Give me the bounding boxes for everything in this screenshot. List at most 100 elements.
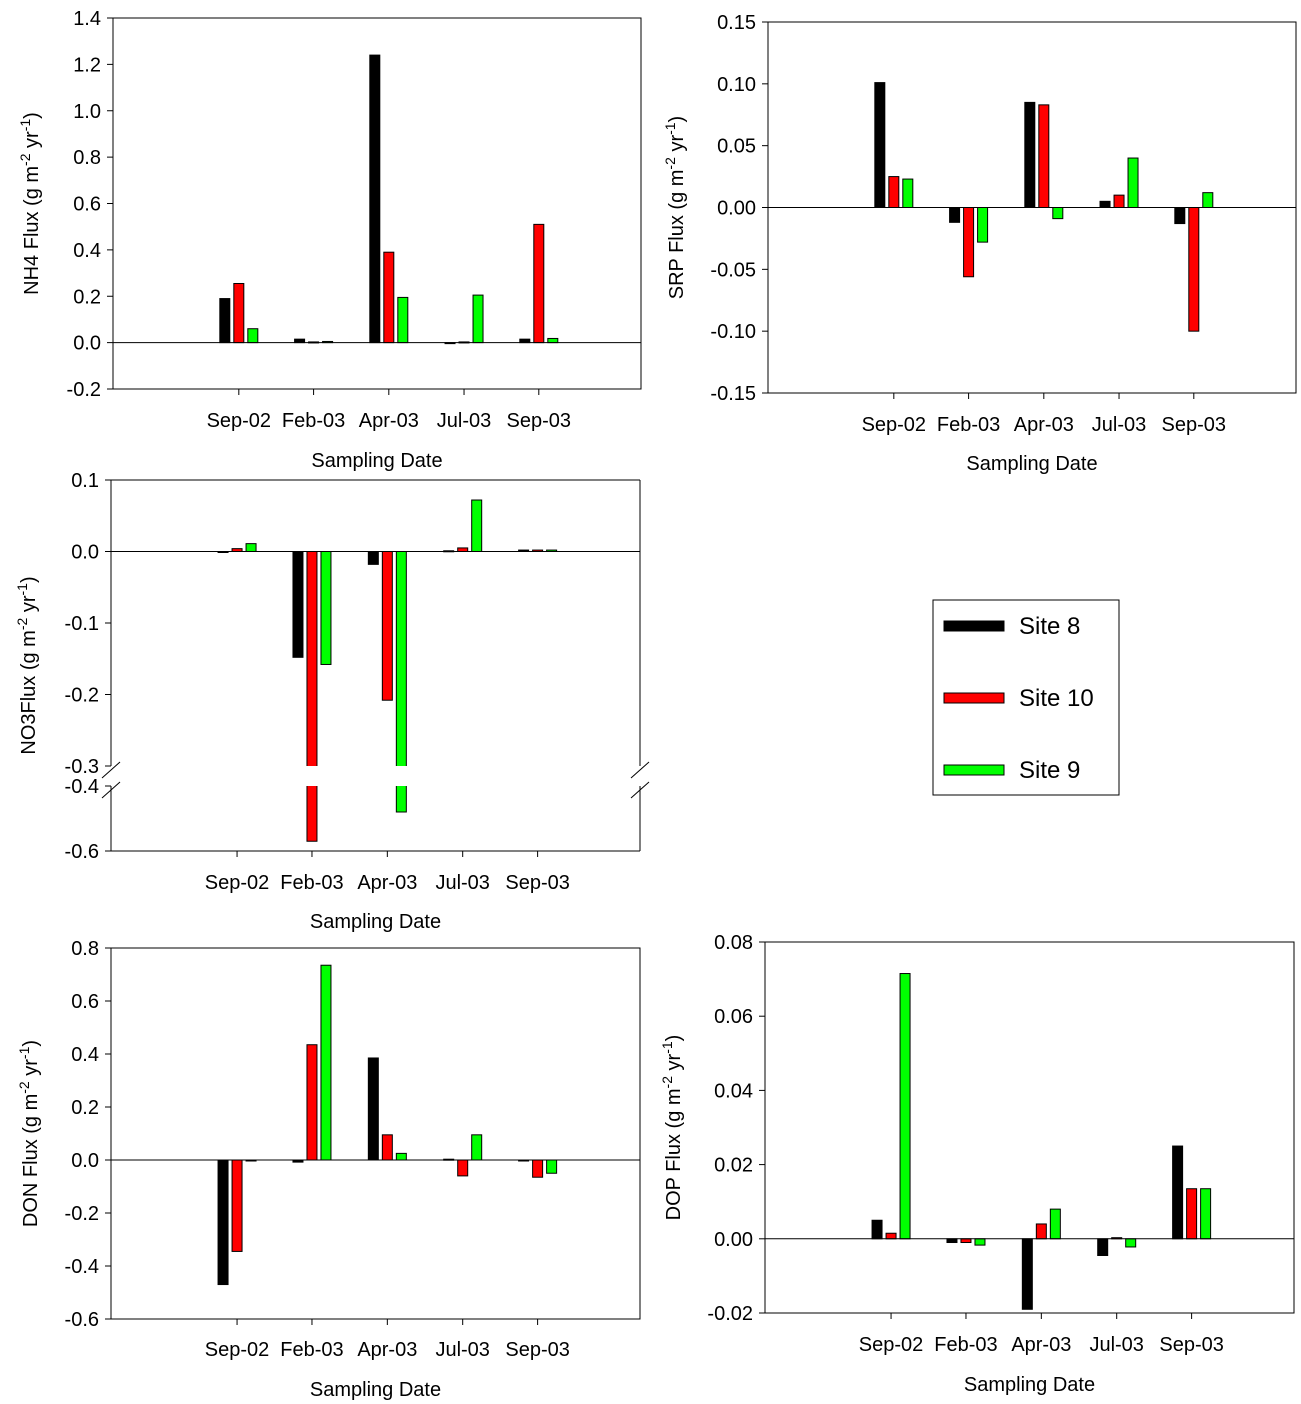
bar-dop-site9-sep-03: [1200, 1188, 1212, 1240]
plot-frame-don: [110, 947, 641, 1320]
bar-nh4-site10-sep-02: [233, 282, 245, 344]
bar-srp-site9-jul-03: [1127, 157, 1139, 209]
bar-don-site10-feb-03: [306, 1044, 318, 1161]
y-tick-label-no3: -0.6: [65, 841, 99, 863]
y-tick-label-no3: -0.1: [65, 613, 99, 635]
bar-dop-site10-apr-03: [1035, 1223, 1047, 1240]
y-axis-label-no3: NO3Flux (g m-2 yr-1): [14, 576, 40, 754]
x-tick-label-don: Jul-03: [435, 1339, 489, 1361]
x-tick-label-nh4: Feb-03: [282, 410, 345, 432]
bar-srp-site10-sep-03: [1188, 207, 1200, 332]
x-tick-label-dop: Jul-03: [1089, 1334, 1143, 1356]
y-tick-label-srp: -0.05: [710, 259, 756, 281]
y-tick-label-dop: 0.06: [714, 1006, 753, 1028]
y-tick-label-dop: 0.00: [714, 1229, 753, 1251]
y-tick-label-nh4: -0.2: [67, 379, 101, 401]
x-axis-label-nh4: Sampling Date: [311, 450, 442, 472]
x-tick-label-nh4: Sep-03: [507, 410, 572, 432]
bar-srp-site8-sep-03: [1174, 207, 1186, 225]
break-mark-no3: [630, 781, 650, 799]
chart-dop: -0.02 0.00 0.02 0.04 0.06 0.08 Sep-02 Feb-03 Apr…: [659, 932, 1295, 1396]
x-tick-label-dop: Sep-02: [859, 1334, 924, 1356]
x-tick-label-dop: Feb-03: [934, 1334, 997, 1356]
x-tick-label-don: Sep-02: [205, 1339, 270, 1361]
x-axis-label-don: Sampling Date: [310, 1379, 441, 1401]
y-tick-label-don: 0.4: [71, 1044, 99, 1066]
y-tick-label-srp: -0.15: [710, 383, 756, 405]
bar-don-site9-sep-03: [546, 1159, 558, 1174]
bar-nh4-site9-jul-03: [472, 294, 484, 344]
bar-dop-site8-apr-03: [1021, 1238, 1033, 1310]
y-tick-label-srp: 0.05: [717, 136, 756, 158]
y-tick-label-nh4: 0.4: [73, 240, 101, 262]
bar-srp-site8-apr-03: [1024, 101, 1036, 208]
y-tick-label-dop: -0.02: [707, 1303, 753, 1325]
y-tick-label-nh4: 1.0: [73, 101, 101, 123]
y-tick-label-nh4: 1.4: [73, 8, 101, 30]
legend-label: Site 8: [1019, 613, 1080, 640]
chart-srp: -0.15 -0.10 -0.05 0.00 0.05 0.10 0.15 Sep-02 Feb…: [662, 12, 1297, 475]
y-tick-label-don: 0.8: [71, 938, 99, 960]
y-axis-label-nh4: NH4 Flux (g m-2 yr-1): [17, 112, 43, 295]
y-tick-label-dop: 0.08: [714, 932, 753, 954]
y-tick-label-nh4: 1.2: [73, 54, 101, 76]
bar-srp-site10-sep-02: [888, 176, 900, 208]
bar-no3-site8-feb-03: [292, 551, 304, 658]
y-tick-label-no3: -0.3: [65, 756, 99, 778]
legend-label: Site 9: [1019, 757, 1080, 784]
bar-dop-site10-sep-02: [885, 1232, 897, 1240]
chart-no3: -0.6 -0.4-0.3 -0.2 -0.1 0.0 0.1 Sep-02 Feb-03 Ap…: [14, 470, 650, 933]
x-tick-label-srp: Apr-03: [1014, 414, 1074, 436]
bar-no3-site8-apr-03: [367, 551, 379, 565]
y-tick-label-nh4: 0.0: [73, 333, 101, 355]
y-axis-label-dop: DOP Flux (g m-2 yr-1): [659, 1035, 685, 1221]
y-tick-label-srp: 0.00: [717, 198, 756, 220]
bar-no3-site10-apr-03: [381, 551, 393, 701]
bar-don-site9-jul-03: [471, 1134, 483, 1161]
y-axis-label-srp: SRP Flux (g m-2 yr-1): [662, 116, 688, 299]
x-axis-label-srp: Sampling Date: [966, 453, 1097, 475]
y-tick-label-nh4: 0.8: [73, 147, 101, 169]
bar-srp-site8-sep-02: [874, 82, 886, 208]
y-tick-label-don: 0.0: [71, 1150, 99, 1172]
bar-nh4-site8-apr-03: [369, 54, 381, 344]
x-tick-label-dop: Apr-03: [1011, 1334, 1071, 1356]
bar-dop-site8-sep-03: [1172, 1145, 1184, 1240]
bar-dop-site9-jul-03: [1125, 1238, 1137, 1248]
bar-nh4-site9-apr-03: [397, 296, 409, 344]
x-tick-label-srp: Feb-03: [937, 414, 1000, 436]
y-tick-label-don: -0.4: [65, 1256, 99, 1278]
plot-frame-dop: [764, 941, 1295, 1314]
x-tick-label-srp: Sep-03: [1162, 414, 1227, 436]
bar-no3-site10-feb-03: [306, 551, 318, 842]
bar-don-site8-apr-03: [367, 1057, 379, 1161]
bar-srp-site8-jul-03: [1099, 200, 1111, 208]
bar-dop-site9-apr-03: [1049, 1208, 1061, 1240]
x-tick-label-nh4: Apr-03: [359, 410, 419, 432]
y-tick-label-no3: -0.2: [65, 685, 99, 707]
bar-don-site8-sep-02: [217, 1159, 229, 1286]
y-tick-label-don: 0.2: [71, 1097, 99, 1119]
x-tick-label-srp: Jul-03: [1092, 414, 1146, 436]
bar-dop-site10-sep-03: [1186, 1188, 1198, 1240]
y-tick-label-dop: 0.02: [714, 1155, 753, 1177]
legend-swatch: [943, 692, 1005, 704]
bar-srp-site10-jul-03: [1113, 194, 1125, 208]
bar-srp-site9-sep-03: [1202, 192, 1214, 209]
break-mark-no3: [101, 761, 121, 779]
bar-nh4-site9-sep-02: [247, 328, 259, 344]
x-tick-label-nh4: Jul-03: [437, 410, 491, 432]
y-axis-label-don: DON Flux (g m-2 yr-1): [16, 1040, 42, 1227]
bar-srp-site9-sep-02: [902, 178, 914, 209]
y-tick-label-no3: 0.0: [71, 542, 99, 564]
bar-don-site10-apr-03: [381, 1134, 393, 1161]
bar-dop-site8-feb-03: [946, 1238, 958, 1244]
x-tick-label-don: Sep-03: [505, 1339, 570, 1361]
bar-nh4-site9-sep-03: [547, 337, 559, 344]
legend-swatch: [943, 764, 1005, 776]
y-tick-label-no3: 0.1: [71, 470, 99, 492]
break-mark-no3: [101, 781, 121, 799]
y-tick-label-don: -0.6: [65, 1309, 99, 1331]
y-tick-label-no3: -0.4: [65, 776, 99, 798]
